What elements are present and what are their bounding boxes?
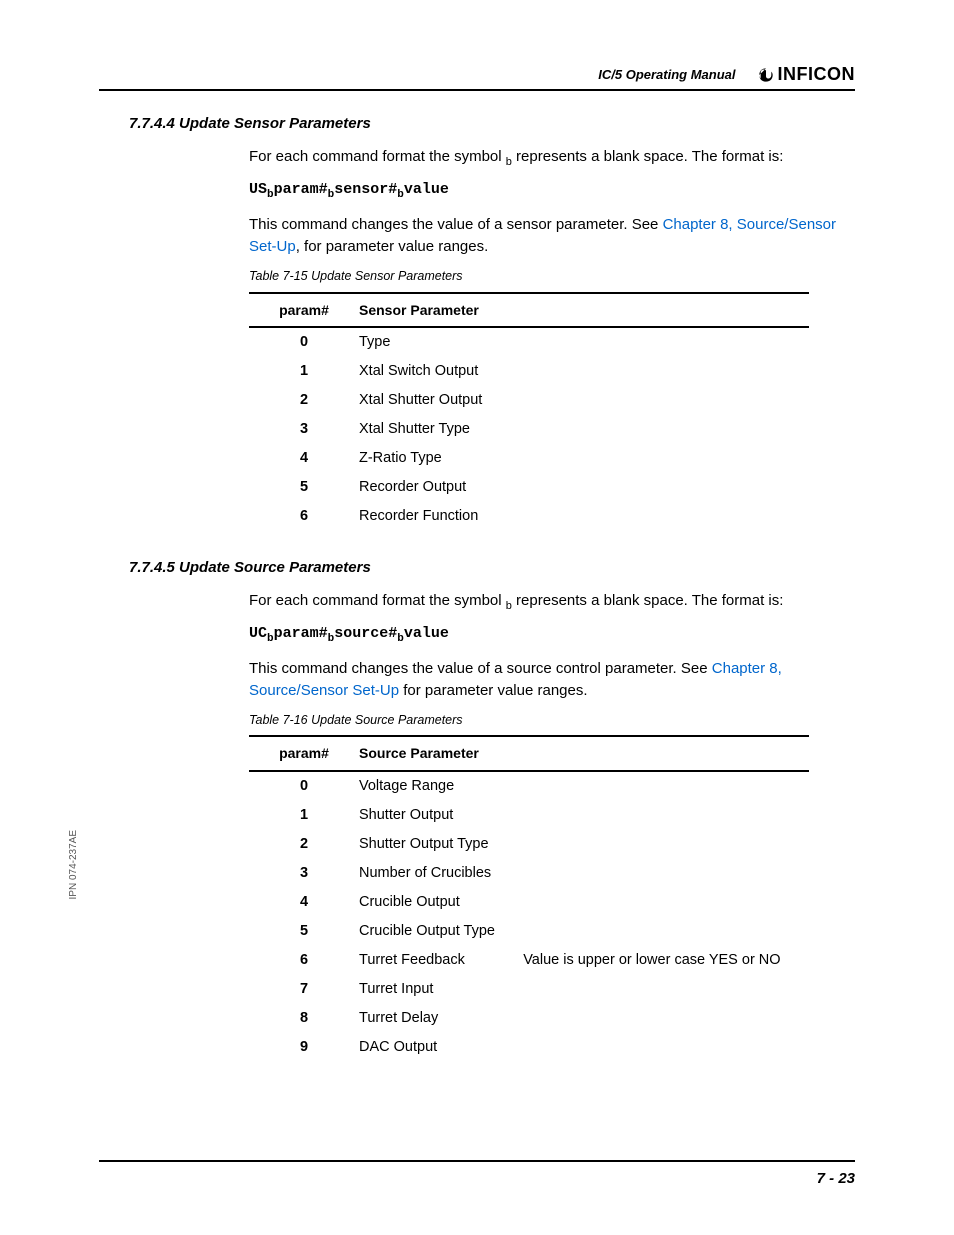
- col-header-param: param#: [249, 293, 359, 327]
- cell-param-value: Crucible Output Type: [359, 917, 509, 946]
- cell-param-value: Voltage Range: [359, 771, 509, 801]
- chapter-link[interactable]: Chapter 8, Source/Sensor Set-Up: [249, 660, 782, 699]
- cell-param-value: Turret Delay: [359, 1004, 509, 1033]
- cell-param-value: Shutter Output Type: [359, 830, 509, 859]
- table-row: 6Recorder Function: [249, 502, 809, 531]
- cell-param-num: 1: [249, 801, 359, 830]
- cell-param-extra: [509, 1033, 809, 1062]
- cell-param-value: Number of Crucibles: [359, 859, 509, 888]
- brand-icon: [758, 67, 774, 83]
- cell-param-extra: [509, 1004, 809, 1033]
- table-row: 5Crucible Output Type: [249, 917, 809, 946]
- table-row: 3Number of Crucibles: [249, 859, 809, 888]
- cell-param-num: 6: [249, 946, 359, 975]
- cell-param-num: 0: [249, 771, 359, 801]
- table-row: 6Turret FeedbackValue is upper or lower …: [249, 946, 809, 975]
- table-row: 3Xtal Shutter Type: [249, 415, 809, 444]
- chapter-link[interactable]: Chapter 8, Source/Sensor Set-Up: [249, 216, 836, 255]
- table-caption: Table 7-15 Update Sensor Parameters: [249, 267, 855, 285]
- cell-param-extra: [509, 771, 809, 801]
- table-row: 0Voltage Range: [249, 771, 809, 801]
- command-format: USbparam#bsensor#bvalue: [249, 179, 855, 204]
- table-row: 9DAC Output: [249, 1033, 809, 1062]
- cell-param-extra: [509, 830, 809, 859]
- cell-param-num: 4: [249, 888, 359, 917]
- cell-param-num: 3: [249, 859, 359, 888]
- cell-param-value: Xtal Switch Output: [359, 357, 809, 386]
- table-row: 2Shutter Output Type: [249, 830, 809, 859]
- cell-param-value: Crucible Output: [359, 888, 509, 917]
- cell-param-value: Xtal Shutter Output: [359, 386, 809, 415]
- description-text: This command changes the value of a sens…: [249, 214, 855, 258]
- cell-param-num: 8: [249, 1004, 359, 1033]
- manual-title: IC/5 Operating Manual: [598, 67, 735, 82]
- side-ipn-label: IPN 074-237AE: [68, 830, 79, 900]
- cell-param-value: Turret Input: [359, 975, 509, 1004]
- cell-param-value: Recorder Output: [359, 473, 809, 502]
- description-text: This command changes the value of a sour…: [249, 658, 855, 702]
- cell-param-extra: [509, 888, 809, 917]
- cell-param-num: 4: [249, 444, 359, 473]
- col-header-value: Sensor Parameter: [359, 293, 809, 327]
- cell-param-value: Turret Feedback: [359, 946, 509, 975]
- cell-param-num: 5: [249, 473, 359, 502]
- cell-param-value: Type: [359, 327, 809, 357]
- cell-param-num: 9: [249, 1033, 359, 1062]
- table-caption: Table 7-16 Update Source Parameters: [249, 711, 855, 729]
- cell-param-num: 1: [249, 357, 359, 386]
- cell-param-value: Shutter Output: [359, 801, 509, 830]
- parameter-table: param#Source Parameter0Voltage Range1Shu…: [249, 735, 809, 1061]
- header-divider: [99, 89, 855, 91]
- table-row: 0Type: [249, 327, 809, 357]
- brand-text: INFICON: [778, 64, 856, 85]
- col-header-param: param#: [249, 736, 359, 770]
- cell-param-num: 2: [249, 830, 359, 859]
- cell-param-num: 3: [249, 415, 359, 444]
- parameter-table: param#Sensor Parameter0Type1Xtal Switch …: [249, 292, 809, 531]
- cell-param-num: 2: [249, 386, 359, 415]
- table-row: 5Recorder Output: [249, 473, 809, 502]
- intro-text: For each command format the symbol b rep…: [249, 590, 855, 615]
- cell-param-value: Z-Ratio Type: [359, 444, 809, 473]
- cell-param-num: 0: [249, 327, 359, 357]
- col-header-value: Source Parameter: [359, 736, 509, 770]
- cell-param-extra: [509, 859, 809, 888]
- footer-divider: [99, 1160, 855, 1162]
- command-format: UCbparam#bsource#bvalue: [249, 623, 855, 648]
- cell-param-extra: [509, 917, 809, 946]
- table-row: 8Turret Delay: [249, 1004, 809, 1033]
- section-heading: 7.7.4.4 Update Sensor Parameters: [129, 115, 855, 132]
- cell-param-extra: [509, 801, 809, 830]
- cell-param-value: Xtal Shutter Type: [359, 415, 809, 444]
- cell-param-num: 7: [249, 975, 359, 1004]
- table-row: 2Xtal Shutter Output: [249, 386, 809, 415]
- cell-param-num: 5: [249, 917, 359, 946]
- table-row: 4Z-Ratio Type: [249, 444, 809, 473]
- table-row: 4Crucible Output: [249, 888, 809, 917]
- cell-param-extra: Value is upper or lower case YES or NO: [509, 946, 809, 975]
- intro-text: For each command format the symbol b rep…: [249, 146, 855, 171]
- table-row: 1Xtal Switch Output: [249, 357, 809, 386]
- cell-param-num: 6: [249, 502, 359, 531]
- cell-param-extra: [509, 975, 809, 1004]
- section-heading: 7.7.4.5 Update Source Parameters: [129, 559, 855, 576]
- table-row: 7Turret Input: [249, 975, 809, 1004]
- table-row: 1Shutter Output: [249, 801, 809, 830]
- cell-param-value: DAC Output: [359, 1033, 509, 1062]
- cell-param-value: Recorder Function: [359, 502, 809, 531]
- brand-logo: INFICON: [758, 64, 856, 85]
- page-number: 7 - 23: [99, 1170, 855, 1187]
